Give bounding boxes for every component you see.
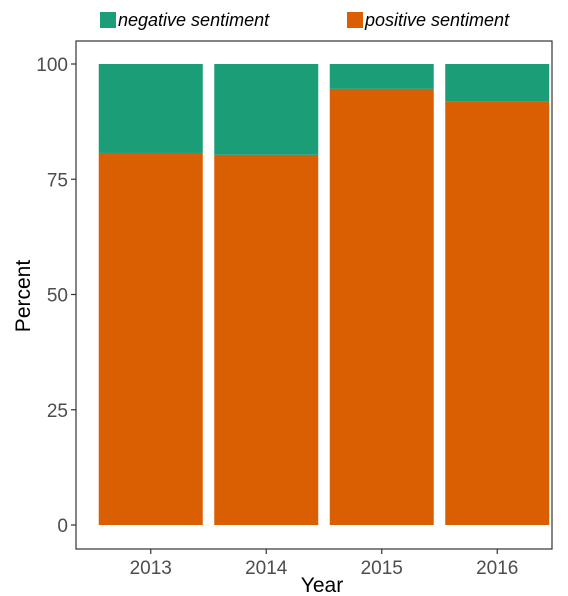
- y-tick-label: 75: [47, 170, 68, 191]
- y-axis-title: Percent: [12, 260, 35, 333]
- y-tick-label: 50: [47, 286, 68, 307]
- bar-2013-negative-sentiment: [98, 64, 203, 153]
- y-axis: 0 25 50 75 100: [36, 55, 76, 537]
- bar-2013-positive-sentiment: [98, 152, 203, 525]
- bar-2016-positive-sentiment: [445, 101, 550, 526]
- y-tick-label: 25: [47, 401, 68, 422]
- x-axis-title: Year: [301, 574, 343, 596]
- x-tick-label: 2016: [476, 558, 518, 579]
- legend-key-positive-sentiment: [347, 12, 363, 28]
- y-tick-label: 0: [57, 516, 68, 537]
- legend-key-negative-sentiment: [100, 12, 116, 28]
- bar-2014-negative-sentiment: [214, 64, 319, 155]
- bar-2015-positive-sentiment: [329, 88, 434, 525]
- x-tick-label: 2013: [130, 558, 172, 579]
- x-tick-label: 2014: [245, 558, 288, 579]
- legend: negative sentiment positive sentiment: [100, 10, 510, 30]
- bar-2016-negative-sentiment: [445, 64, 550, 102]
- x-axis: 2013 2014 2015 2016: [130, 549, 518, 579]
- legend-label: negative sentiment: [118, 10, 270, 30]
- bars-group: [98, 64, 550, 526]
- legend-label: positive sentiment: [364, 10, 510, 30]
- bar-2015-negative-sentiment: [329, 64, 434, 89]
- y-tick-label: 100: [36, 55, 68, 76]
- x-tick-label: 2015: [361, 558, 403, 579]
- bar-2014-positive-sentiment: [214, 154, 319, 525]
